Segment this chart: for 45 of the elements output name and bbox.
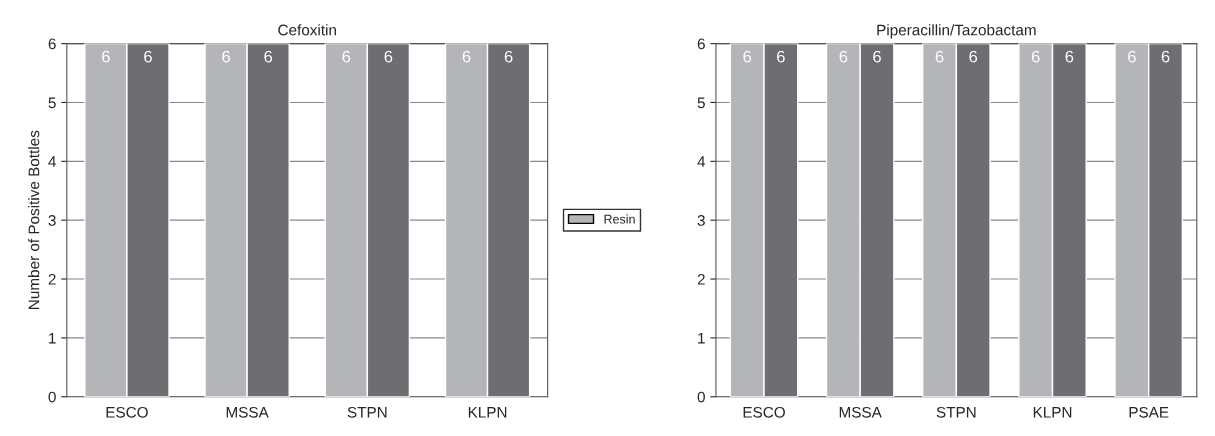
y-tick-label: 4	[48, 156, 56, 167]
y-tick-label: 1	[49, 332, 56, 344]
data-label: 6	[1128, 50, 1136, 63]
data-label: 6	[384, 50, 393, 63]
y-axis-title: Number of Positive Bottles	[28, 130, 40, 309]
y-tick-label: 0	[697, 391, 705, 403]
y-tick-label: 0	[48, 391, 56, 403]
data-label: 6	[462, 50, 471, 63]
y-tick-label: 2	[48, 273, 56, 285]
y-tick-label: 4	[697, 156, 706, 167]
data-label: 6	[144, 50, 152, 63]
data-label: 6	[969, 50, 978, 63]
data-label: 6	[777, 50, 785, 63]
data-label: 6	[102, 50, 110, 63]
x-tick-label: MSSA	[839, 406, 882, 418]
legend-label: Resin	[604, 214, 635, 224]
chart-title: Piperacillin/Tazobactam	[877, 24, 1036, 39]
y-tick-label: 3	[48, 215, 56, 226]
data-label: 6	[1065, 50, 1074, 63]
chart-title: Cefoxitin	[278, 24, 336, 36]
data-label: 6	[1031, 50, 1040, 63]
data-label: 6	[1161, 50, 1170, 63]
x-tick-label: KLPN	[1033, 407, 1072, 418]
y-tick-label: 3	[697, 215, 705, 226]
data-label: 6	[743, 50, 752, 63]
x-tick-label: STPN	[936, 406, 976, 418]
x-tick-label: PSAE	[1129, 406, 1169, 418]
y-tick-label: 1	[698, 332, 705, 344]
x-tick-label: STPN	[347, 406, 387, 418]
y-tick-label: 5	[48, 97, 56, 109]
x-tick-label: KLPN	[468, 407, 507, 418]
data-label: 6	[264, 50, 273, 63]
data-label: 6	[504, 50, 513, 63]
data-label: 6	[222, 50, 230, 63]
y-tick-label: 6	[48, 38, 56, 50]
y-tick-label: 2	[697, 273, 705, 285]
x-tick-label: ESCO	[106, 406, 148, 418]
data-label: 6	[935, 50, 944, 63]
x-tick-label: ESCO	[743, 406, 785, 418]
data-label: 6	[873, 50, 881, 63]
y-tick-label: 6	[697, 38, 705, 50]
x-tick-label: MSSA	[226, 406, 269, 418]
data-label: 6	[342, 50, 351, 63]
data-label: 6	[839, 50, 848, 63]
y-tick-label: 5	[697, 97, 705, 109]
